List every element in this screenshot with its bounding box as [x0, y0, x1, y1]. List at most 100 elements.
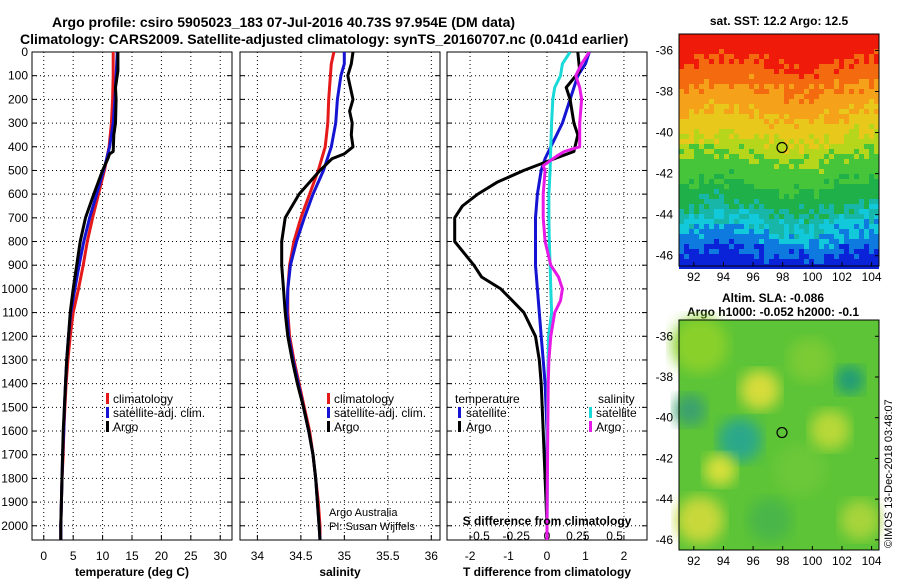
legend-climatology: climatology — [334, 392, 394, 406]
map-lon-label: 102 — [832, 554, 852, 568]
x-tick-label: 0 — [40, 549, 47, 563]
map-lon-label: 94 — [717, 270, 731, 284]
map-lon-label: 102 — [832, 270, 852, 284]
legend-swatch-climatology — [327, 393, 330, 404]
map-lat-label: -44 — [656, 492, 674, 506]
depth-tick-label: 900 — [8, 258, 28, 272]
sla-map-subtitle: Argo h1000: -0.052 h2000: -0.1 — [687, 305, 859, 319]
depth-tick-label: 1100 — [2, 306, 28, 320]
depth-tick-label: 1600 — [1, 424, 28, 438]
legend-t-argo: Argo — [466, 420, 492, 434]
x-tick-label: 1 — [582, 549, 589, 563]
depth-tick-label: 500 — [8, 163, 28, 177]
x-tick-label: 30 — [214, 549, 228, 563]
depth-tick-label: 1200 — [1, 329, 28, 343]
legend-swatch-t-argo — [458, 421, 461, 432]
x-tick-label: -1 — [503, 549, 514, 563]
annotation-pi: PI: Susan Wijffels — [329, 521, 415, 533]
series-argo — [280, 52, 355, 540]
map-lat-label: -38 — [656, 370, 674, 384]
difference-lines — [453, 52, 591, 540]
legend-argo: Argo — [334, 420, 360, 434]
temperature-lines — [59, 52, 120, 540]
depth-tick-label: 200 — [8, 92, 28, 106]
legend-salinity-title: salinity — [598, 392, 635, 406]
depth-tick-label: 1700 — [1, 448, 28, 462]
depth-tick-label: 0 — [21, 45, 28, 59]
legend-swatch-argo — [106, 421, 109, 432]
map-lon-label: 98 — [776, 554, 790, 568]
series-climatology — [59, 52, 115, 540]
difference-xlabel: T difference from climatology — [463, 565, 631, 579]
x-tick-label: 0 — [544, 549, 551, 563]
sst-map — [679, 34, 879, 269]
series-salinity-satellite — [545, 52, 572, 540]
map-lat-label: -36 — [656, 329, 674, 343]
series-climatology — [286, 52, 336, 540]
s-tick-label: -0.5 — [469, 529, 490, 543]
series-temperature-argo — [453, 52, 582, 540]
series-argo — [59, 52, 120, 540]
legend-s-satellite: satellite — [596, 406, 637, 420]
map-lat-label: -38 — [656, 84, 674, 98]
sla-map-frame — [678, 319, 880, 551]
axis-ticks: 0100200300400500600700800900100011001200… — [1, 45, 647, 563]
map-lon-label: 92 — [687, 270, 701, 284]
legend-satellite: satellite-adj. clim. — [334, 406, 426, 420]
legend-temperature-title: temperature — [455, 392, 520, 406]
sla-map-title: Altim. SLA: -0.086 — [722, 291, 824, 305]
legend-swatch-s-satellite — [589, 407, 592, 418]
map-lat-label: -46 — [656, 249, 674, 263]
legend-climatology: climatology — [113, 392, 173, 406]
s-tick-label: -0.25 — [503, 529, 531, 543]
grids — [32, 51, 647, 540]
depth-tick-label: 1900 — [1, 495, 28, 509]
credit-text: ©IMOS 13-Dec-2018 03:48:07 — [883, 399, 895, 548]
sst-map-title: sat. SST: 12.2 Argo: 12.5 — [710, 14, 849, 28]
map-lon-label: 100 — [802, 554, 822, 568]
salinity-panel-frame — [239, 51, 441, 541]
map-lon-label: 104 — [862, 554, 882, 568]
x-tick-label: 25 — [184, 549, 198, 563]
map-lat-label: -44 — [656, 208, 674, 222]
x-tick-label: 34.5 — [289, 549, 313, 563]
x-tick-label: 15 — [125, 549, 139, 563]
argo-position-marker — [776, 426, 788, 439]
x-tick-label: 10 — [96, 549, 110, 563]
x-tick-label: 20 — [155, 549, 169, 563]
legend-swatch-argo — [327, 421, 330, 432]
salinity-xlabel: salinity — [319, 565, 361, 579]
salinity-lines — [280, 52, 355, 540]
legend-swatch-climatology — [106, 393, 109, 404]
sla-map — [672, 317, 880, 550]
map-lon-label: 98 — [776, 270, 790, 284]
map-lon-label: 96 — [746, 270, 760, 284]
depth-tick-label: 800 — [8, 235, 28, 249]
legend-satellite: satellite-adj. clim. — [113, 406, 205, 420]
s-tick-label: 0.25 — [566, 529, 590, 543]
temperature-xlabel: temperature (deg C) — [75, 565, 189, 579]
sst-map-frame — [678, 33, 880, 267]
legend-argo: Argo — [113, 420, 139, 434]
depth-tick-label: 700 — [8, 211, 28, 225]
depth-tick-label: 1000 — [1, 282, 28, 296]
depth-tick-label: 300 — [8, 116, 28, 130]
header-line-1: Argo profile: csiro 5905023_183 07-Jul-2… — [52, 14, 515, 30]
temperature-legend: climatology satellite-adj. clim. Argo — [106, 392, 205, 434]
x-tick-label: 2 — [621, 549, 628, 563]
map-lat-label: -40 — [656, 411, 674, 425]
legend-s-argo: Argo — [596, 420, 622, 434]
x-tick-label: 34 — [251, 549, 265, 563]
depth-tick-label: 1400 — [1, 377, 28, 391]
legend-swatch-s-argo — [589, 421, 592, 432]
map-lat-label: -40 — [656, 126, 674, 140]
annotation-argo-australia: Argo Australia — [329, 507, 398, 519]
map-lon-label: 104 — [862, 270, 882, 284]
map-lat-label: -42 — [656, 451, 674, 465]
map-lon-label: 94 — [717, 554, 731, 568]
x-tick-label: 35.5 — [376, 549, 400, 563]
salinity-legend: climatology satellite-adj. clim. Argo Ar… — [327, 392, 426, 533]
depth-tick-label: 2000 — [1, 519, 28, 533]
depth-tick-label: 100 — [8, 69, 28, 83]
depth-tick-label: 1800 — [1, 471, 28, 485]
